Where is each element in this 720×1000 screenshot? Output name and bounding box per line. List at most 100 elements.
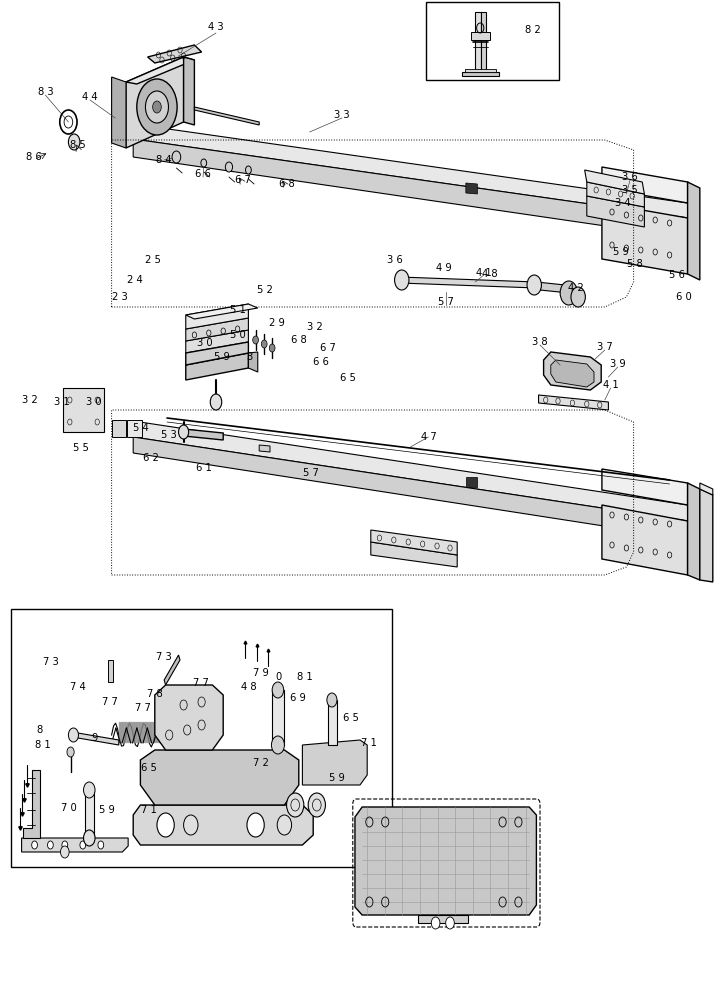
Text: 8 1: 8 1 (35, 740, 51, 750)
Text: 5 9: 5 9 (329, 773, 345, 783)
Circle shape (157, 813, 174, 837)
Circle shape (62, 841, 68, 849)
Polygon shape (22, 838, 128, 852)
Text: 8 2: 8 2 (525, 25, 541, 35)
Text: 2 5: 2 5 (145, 255, 161, 265)
Polygon shape (133, 421, 688, 521)
Polygon shape (148, 45, 202, 63)
Circle shape (172, 151, 181, 163)
Text: 6 6: 6 6 (195, 169, 211, 179)
Text: 8 6: 8 6 (26, 152, 42, 162)
Text: 3 7: 3 7 (597, 342, 613, 352)
Text: 3 4: 3 4 (615, 198, 631, 208)
Polygon shape (465, 69, 496, 72)
Text: 6 5: 6 5 (343, 713, 359, 723)
Polygon shape (602, 505, 688, 575)
Polygon shape (587, 182, 644, 207)
Polygon shape (536, 282, 569, 293)
Polygon shape (371, 530, 457, 555)
Text: 7 8: 7 8 (147, 689, 163, 699)
Polygon shape (462, 72, 499, 76)
Polygon shape (127, 420, 142, 437)
Polygon shape (186, 304, 258, 319)
Text: 6 7: 6 7 (235, 175, 251, 185)
Polygon shape (186, 342, 248, 365)
Text: 6 2: 6 2 (143, 453, 159, 463)
Circle shape (395, 270, 409, 290)
Polygon shape (587, 196, 644, 227)
Circle shape (48, 841, 53, 849)
Polygon shape (140, 750, 299, 805)
Text: 5 7: 5 7 (303, 468, 319, 478)
Polygon shape (186, 353, 248, 380)
Polygon shape (602, 167, 688, 203)
Circle shape (137, 79, 177, 135)
Text: 3 6: 3 6 (622, 172, 638, 182)
Text: 6 8: 6 8 (291, 335, 307, 345)
Text: 3 2: 3 2 (22, 395, 38, 405)
Polygon shape (700, 483, 713, 495)
Text: 5 4: 5 4 (132, 423, 148, 433)
Polygon shape (688, 483, 700, 580)
Text: 5 7: 5 7 (438, 297, 454, 307)
Circle shape (32, 841, 37, 849)
Text: 5 2: 5 2 (257, 285, 273, 295)
Polygon shape (63, 388, 104, 432)
Text: 7 4: 7 4 (70, 682, 86, 692)
Polygon shape (133, 437, 688, 539)
Text: 7 7: 7 7 (135, 703, 150, 713)
Polygon shape (585, 170, 644, 194)
Polygon shape (259, 445, 270, 452)
Text: 6 9: 6 9 (290, 693, 306, 703)
Polygon shape (466, 477, 477, 487)
Bar (11, 609, 392, 867)
Text: 6 0: 6 0 (676, 292, 692, 302)
Polygon shape (418, 915, 468, 923)
Polygon shape (126, 57, 194, 84)
Text: 6 6: 6 6 (313, 357, 329, 367)
Text: 2 3: 2 3 (112, 292, 127, 302)
Text: 3 6: 3 6 (387, 255, 402, 265)
Polygon shape (194, 107, 259, 125)
Polygon shape (475, 12, 481, 73)
Bar (426, 2, 559, 80)
Circle shape (60, 846, 69, 858)
Circle shape (527, 275, 541, 295)
Circle shape (269, 344, 275, 352)
Polygon shape (328, 700, 337, 745)
Text: 8 1: 8 1 (297, 672, 313, 682)
Text: 0: 0 (276, 672, 282, 682)
Circle shape (261, 340, 267, 348)
Circle shape (272, 682, 284, 698)
Text: 4 1: 4 1 (476, 268, 492, 278)
Text: 5 5: 5 5 (73, 443, 89, 453)
Circle shape (67, 747, 74, 757)
Text: 7 1: 7 1 (361, 738, 377, 748)
Text: 3: 3 (247, 352, 253, 362)
Polygon shape (133, 805, 313, 845)
Polygon shape (112, 420, 126, 437)
Polygon shape (133, 139, 688, 238)
Circle shape (80, 841, 86, 849)
Text: 7 7: 7 7 (102, 697, 118, 707)
Text: 5 9: 5 9 (214, 352, 230, 362)
Circle shape (277, 815, 292, 835)
Circle shape (571, 287, 585, 307)
Circle shape (145, 91, 168, 123)
Polygon shape (700, 489, 713, 582)
Circle shape (184, 815, 198, 835)
Text: 2 4: 2 4 (127, 275, 143, 285)
Text: 8 5: 8 5 (70, 140, 86, 150)
Circle shape (68, 134, 80, 150)
Polygon shape (186, 318, 248, 341)
Text: 7 7: 7 7 (193, 678, 209, 688)
Polygon shape (551, 360, 594, 387)
Text: 5 3: 5 3 (161, 430, 177, 440)
Text: 3 5: 3 5 (622, 185, 638, 195)
Polygon shape (602, 203, 688, 274)
Circle shape (201, 159, 207, 167)
Polygon shape (85, 790, 94, 837)
Polygon shape (481, 12, 486, 73)
Text: 6 8: 6 8 (279, 179, 294, 189)
Text: 6 1: 6 1 (196, 463, 212, 473)
